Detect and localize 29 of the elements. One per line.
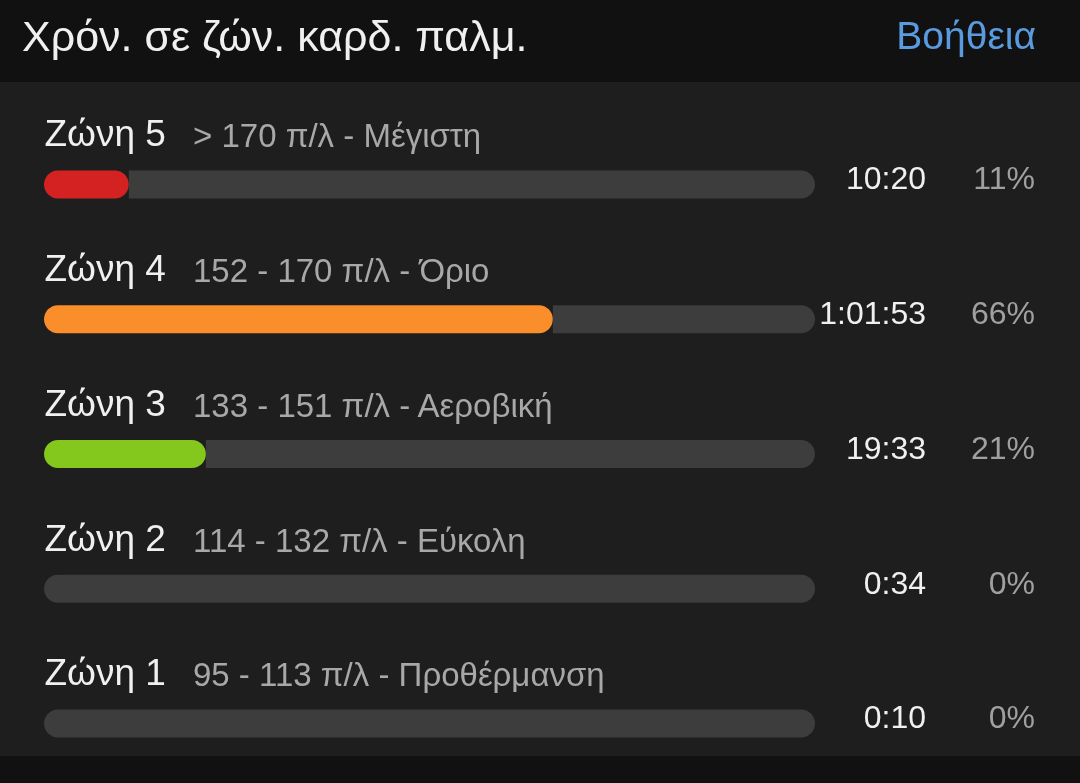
data-label: 0% [988,564,1035,601]
y-tick-label: Ζώνη 2 [44,517,166,559]
y2-tick-label: 133 - 151 π/λ - Αεροβική [193,386,553,424]
y2-tick-label: 114 - 132 π/λ - Εύκολη [193,521,526,559]
text: Βοήθεια [896,13,1036,59]
text: 0:10 [863,699,926,736]
data-label: 11% [973,160,1035,197]
bar [552,305,815,334]
text: 10:20 [845,160,926,197]
chart-title: Χρόν. σε ζών. καρδ. παλμ. [22,12,528,60]
data-label: 21% [970,429,1035,466]
text: 0:34 [863,564,926,601]
y-tick-label: Ζώνη 3 [44,382,166,424]
data-label: 66% [970,295,1035,332]
data-label: 0% [988,699,1035,736]
bar [44,709,815,738]
text: 19:33 [845,429,926,466]
y-tick-label: Ζώνη 1 [44,652,166,694]
bar [205,439,815,468]
text: 1:01:53 [819,295,926,332]
y2-tick-label: > 170 π/λ - Μέγιστη [193,117,482,155]
y-tick-label: Ζώνη 5 [44,113,166,155]
bar [44,305,553,334]
bar [128,170,815,199]
y2-tick-label: 95 - 113 π/λ - Προθέρμανση [193,656,605,694]
bar [44,439,206,468]
y-tick-label: Ζώνη 4 [44,248,166,290]
y2-tick-label: 152 - 170 π/λ - Όριο [193,252,490,290]
bar [44,574,815,603]
